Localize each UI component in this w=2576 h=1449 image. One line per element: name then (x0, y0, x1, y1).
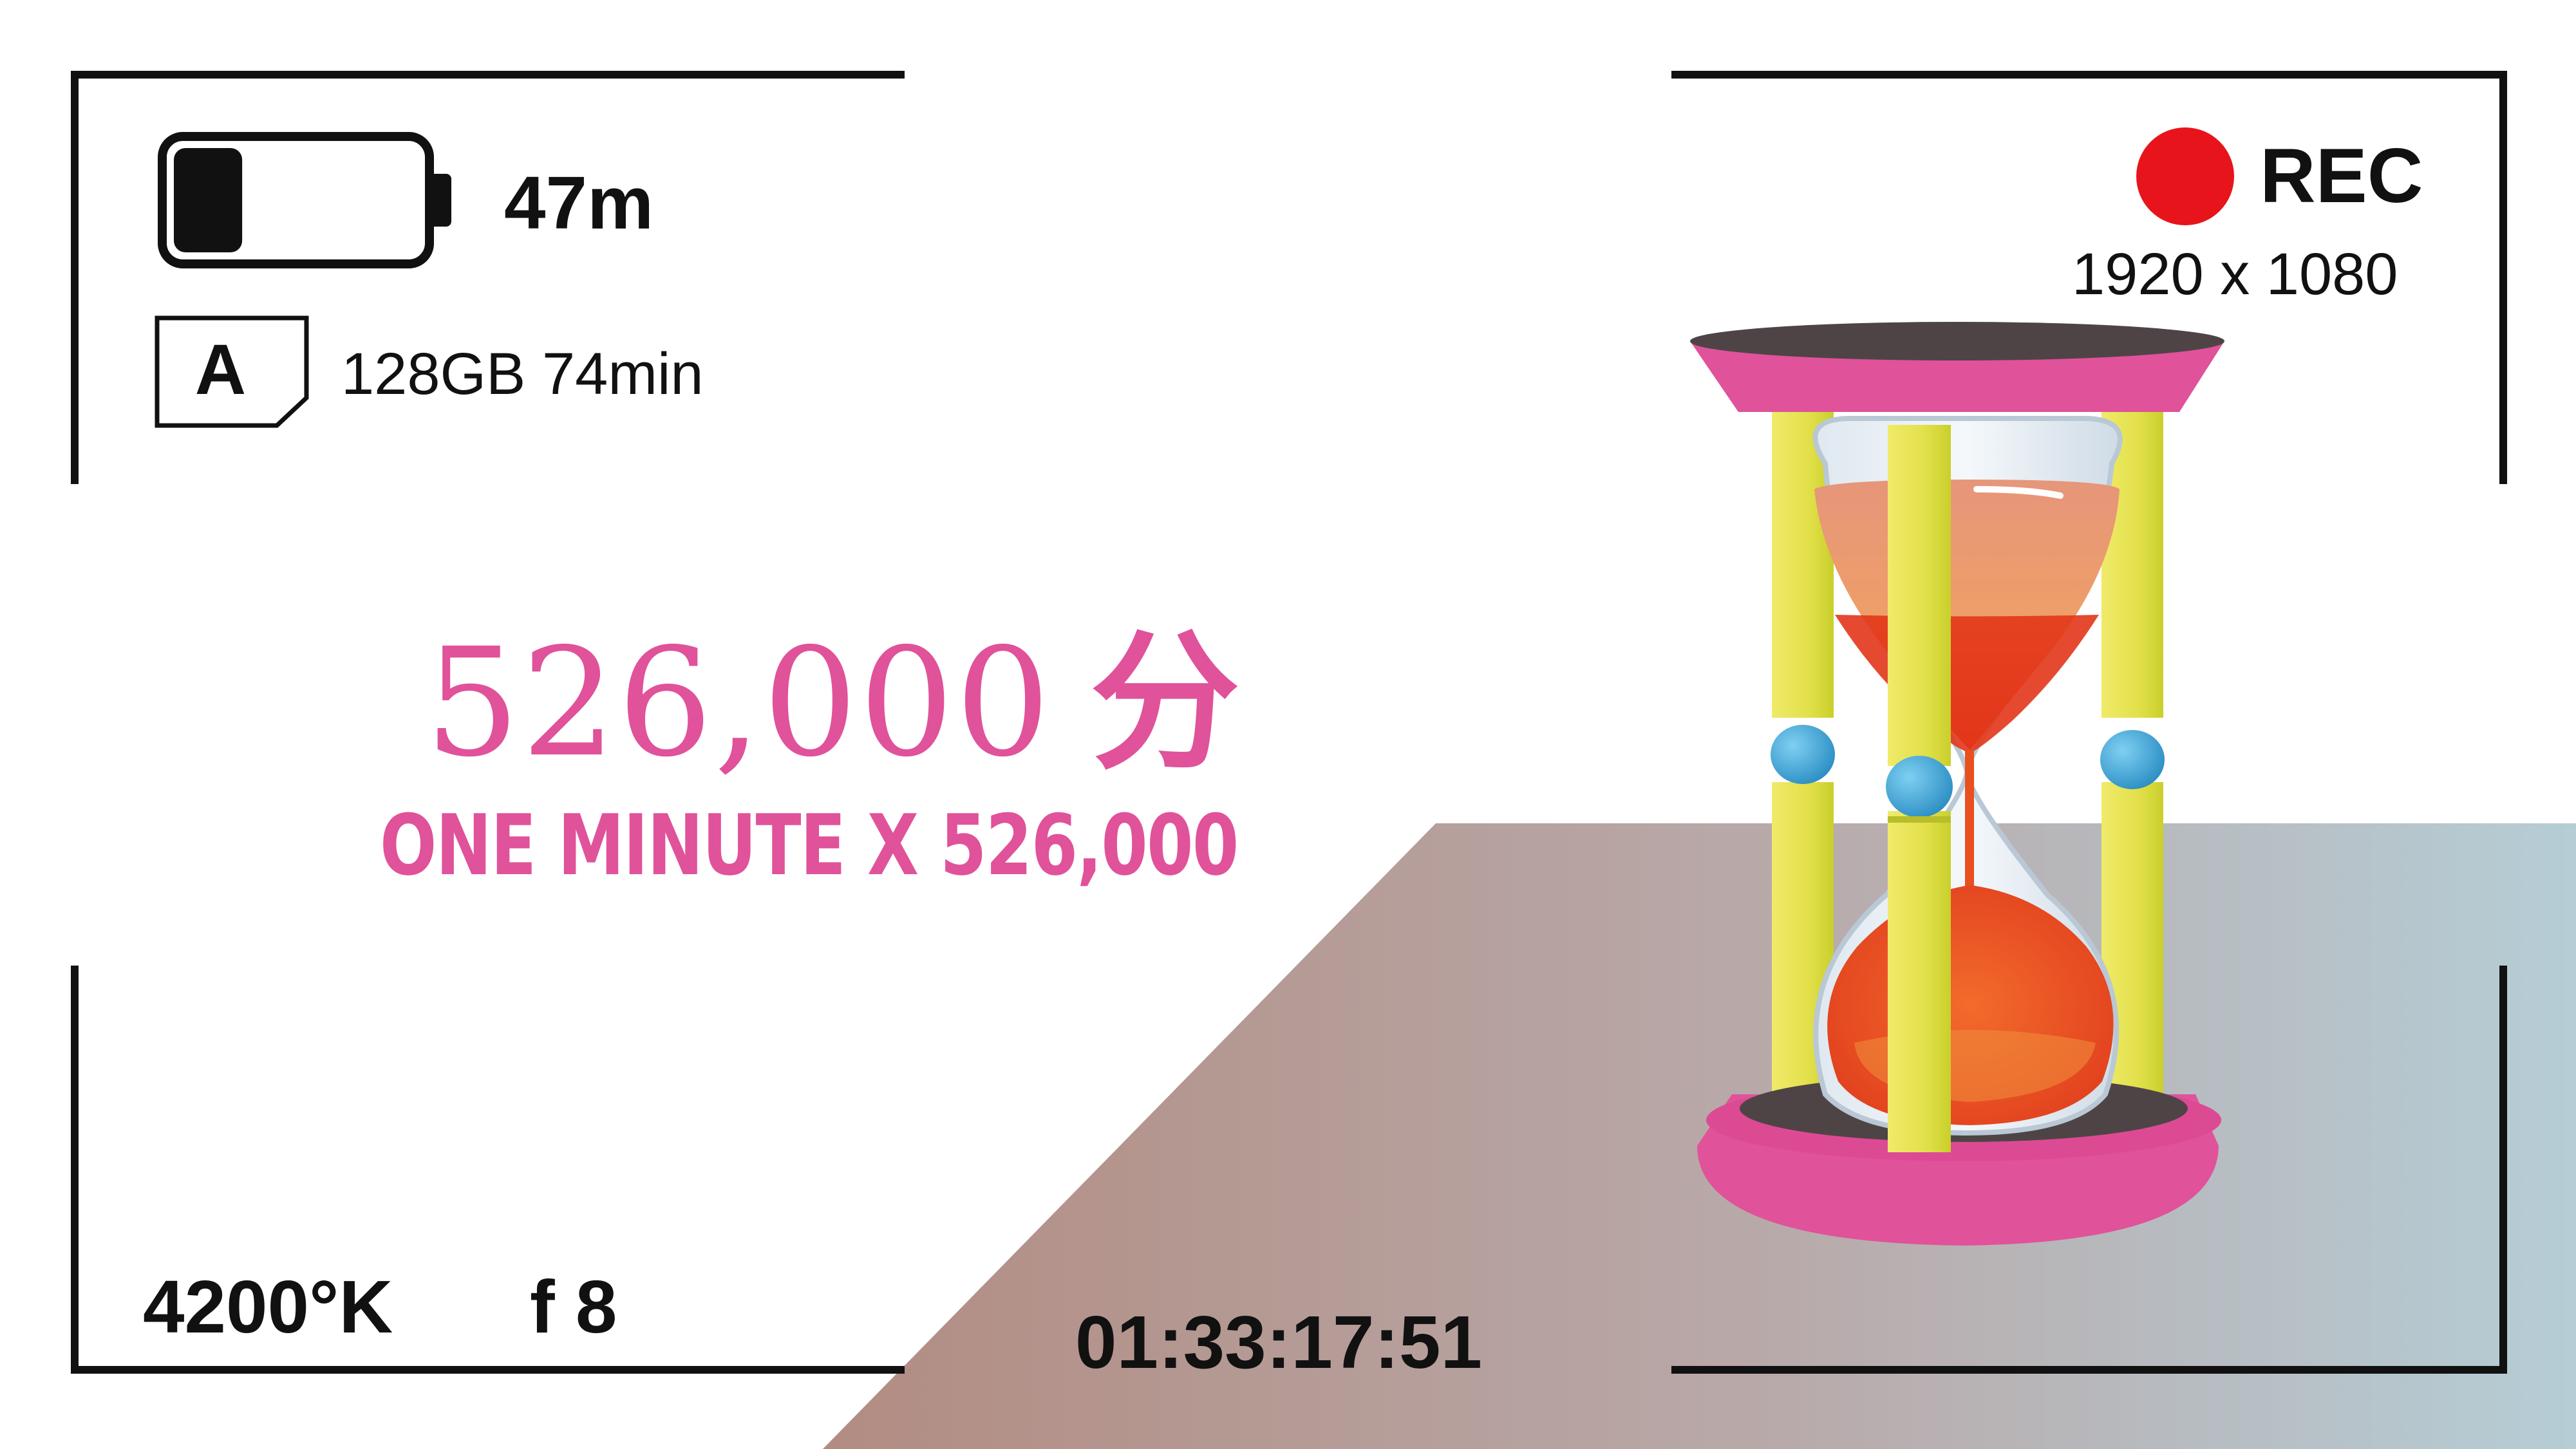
card-slot-letter: A (194, 330, 247, 409)
rec-label: REC (2260, 133, 2423, 219)
hourglass-top-cap (1690, 322, 2224, 412)
hourglass-front-poles (1886, 425, 1953, 1152)
frame-corner-top-right (1671, 71, 2507, 484)
frame-corner-bottom-right (1671, 966, 2507, 1374)
timecode-readout: 01:33:17:51 (1075, 1300, 1482, 1384)
resolution-readout: 1920 x 1080 (2072, 241, 2398, 307)
hourglass-glass (1812, 416, 2123, 1136)
headline-number: 526,000 (425, 616, 1052, 790)
aperture-readout: f 8 (530, 1265, 617, 1349)
headline-unit: 分 (1090, 614, 1241, 790)
battery-level-fill (174, 148, 243, 252)
battery-icon (158, 132, 451, 268)
frame-corner-bottom-left (71, 966, 905, 1374)
headline: 526,000 分 (425, 628, 1241, 778)
sd-card-icon: A (155, 315, 309, 428)
viewfinder-frame (71, 71, 2507, 1374)
headline-subtitle: ONE MINUTE X 526,000 (380, 796, 1239, 894)
white-balance-readout: 4200°K (143, 1265, 393, 1349)
frame-corner-top-left (71, 71, 905, 484)
battery-time-remaining: 47m (504, 161, 654, 245)
hourglass-back-poles (1771, 412, 2165, 1098)
storage-info: 128GB 74min (341, 341, 704, 407)
record-dot-icon (2136, 127, 2234, 225)
